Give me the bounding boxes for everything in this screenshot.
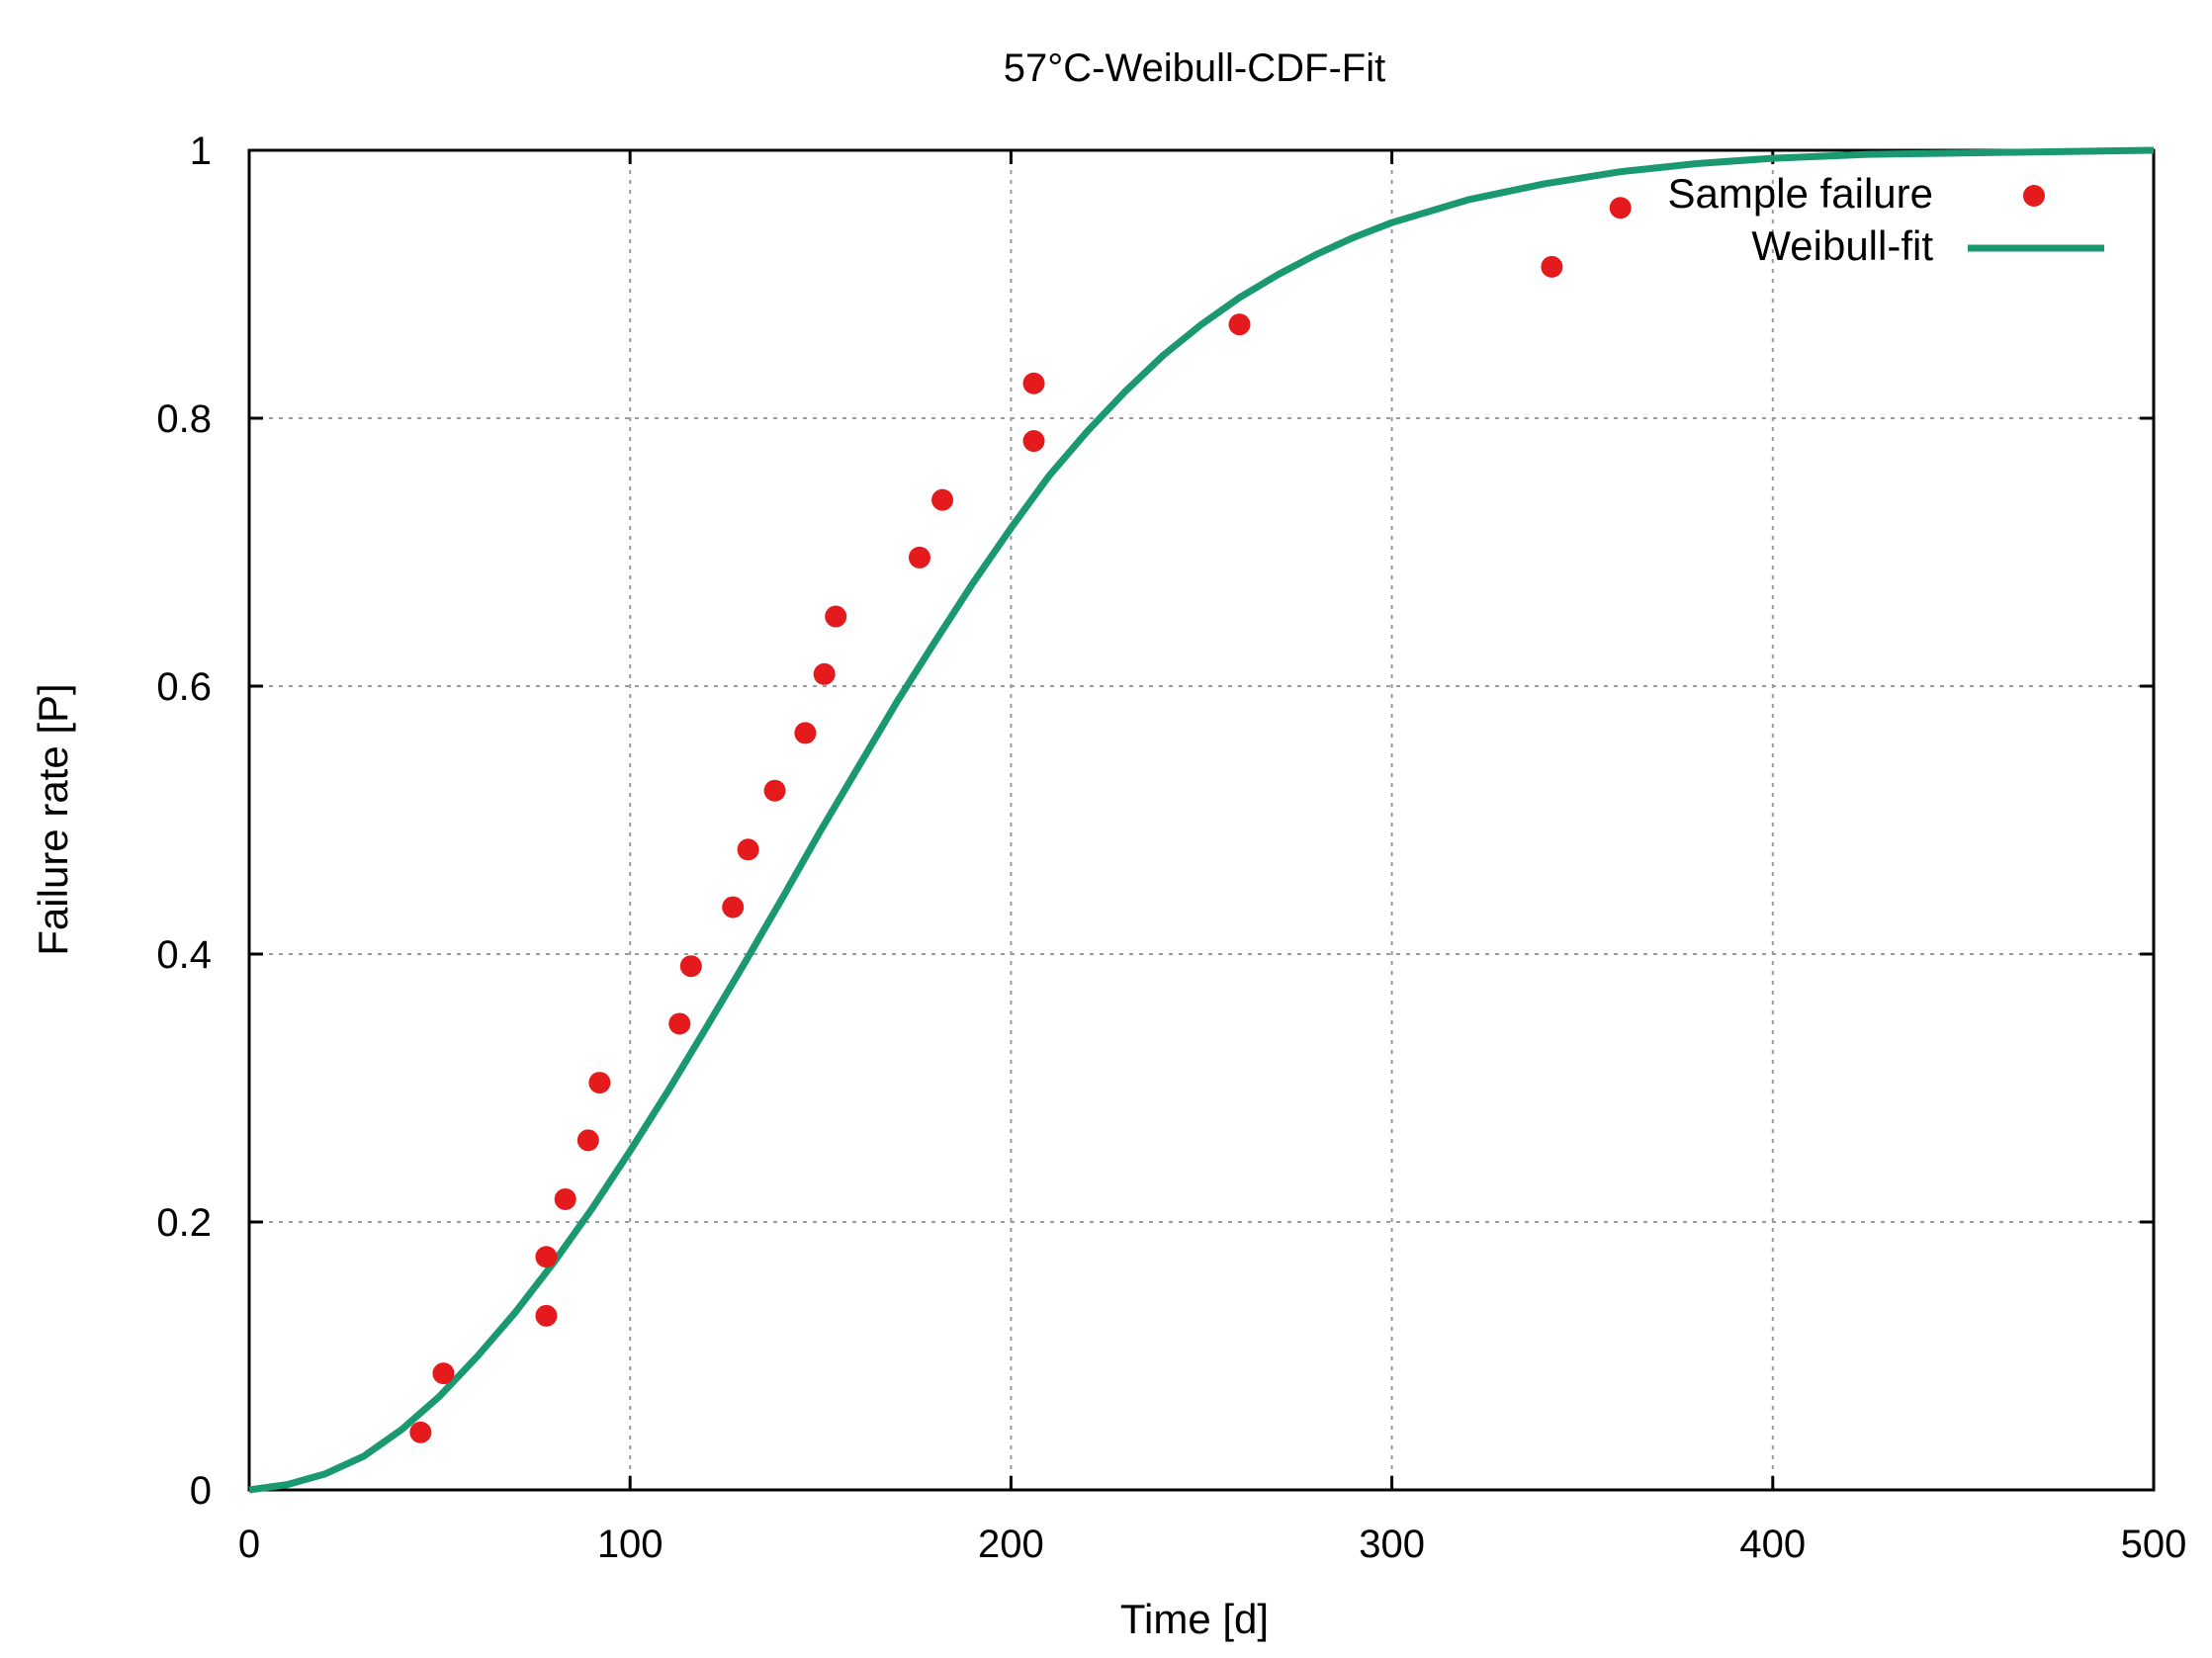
legend-label-weibull-fit: Weibull-fit — [1751, 222, 1933, 269]
y-tick-label: 0 — [190, 1469, 212, 1513]
sample-failure-point — [908, 546, 930, 568]
sample-failure-point — [535, 1304, 558, 1327]
sample-failure-point — [576, 1129, 599, 1152]
sample-failure-point — [825, 605, 847, 628]
legend-label-sample-failure: Sample failure — [1668, 170, 1933, 217]
sample-failure-point — [432, 1362, 455, 1385]
x-tick-label: 400 — [1739, 1523, 1806, 1566]
sample-failure-point — [722, 896, 745, 918]
x-tick-label: 300 — [1359, 1523, 1425, 1566]
x-tick-label: 200 — [978, 1523, 1044, 1566]
sample-failure-point — [813, 662, 836, 685]
sample-failure-point — [1609, 197, 1632, 219]
x-axis-ticks: 0 100 200 300 400 500 — [238, 150, 2187, 1566]
plot-frame — [247, 148, 2156, 1492]
sample-failure-point — [668, 1012, 691, 1035]
x-tick-label: 500 — [2121, 1523, 2187, 1566]
y-tick-label: 0.2 — [156, 1201, 212, 1245]
sample-failure-point — [931, 488, 954, 511]
y-tick-label: 0.6 — [156, 665, 212, 709]
sample-failure-series — [409, 197, 1632, 1443]
sample-failure-point — [794, 722, 817, 744]
y-tick-label: 0.4 — [156, 933, 212, 977]
sample-failure-point — [1022, 430, 1045, 453]
legend: Sample failure Weibull-fit — [1668, 170, 2104, 269]
sample-failure-point — [588, 1072, 611, 1094]
sample-failure-point — [409, 1421, 432, 1443]
chart-title: 57°C-Weibull-CDF-Fit — [1004, 46, 1385, 90]
sample-failure-point — [679, 955, 702, 978]
sample-failure-point — [1022, 372, 1045, 394]
grid-lines — [249, 150, 2154, 1490]
sample-failure-point — [1228, 313, 1251, 336]
x-tick-label: 100 — [597, 1523, 664, 1566]
x-axis-label: Time [d] — [1120, 1596, 1269, 1642]
sample-failure-point — [763, 779, 786, 802]
y-tick-label: 0.8 — [156, 397, 212, 441]
y-tick-label: 1 — [190, 130, 212, 173]
legend-marker-sample-failure — [2023, 185, 2045, 207]
sample-failure-point — [737, 838, 759, 861]
sample-failure-point — [1541, 255, 1563, 278]
x-tick-label: 0 — [238, 1523, 260, 1566]
y-axis-label: Failure rate [P] — [30, 683, 76, 955]
weibull-fit-series — [248, 146, 2155, 1494]
sample-failure-point — [554, 1187, 576, 1210]
weibull-fit-line — [248, 146, 2155, 1494]
y-axis-ticks: 0 0.2 0.4 0.6 0.8 1 — [156, 130, 2154, 1513]
sample-failure-point — [535, 1246, 558, 1268]
